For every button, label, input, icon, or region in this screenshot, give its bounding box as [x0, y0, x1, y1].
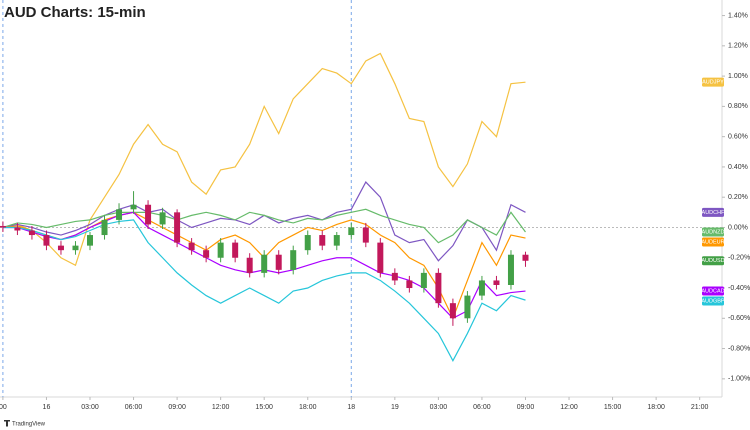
legend-tag — [702, 237, 724, 247]
y-tick-label: 0.60% — [728, 134, 748, 141]
candle-body — [101, 219, 108, 236]
x-tick-label: 18 — [347, 404, 355, 411]
candle-body — [72, 245, 79, 251]
legend-tag — [702, 207, 724, 217]
legend-tag — [702, 227, 724, 237]
y-tick-label: 0.20% — [728, 194, 748, 201]
candle-body — [290, 250, 297, 270]
x-tick-label: 09:00 — [168, 404, 186, 411]
x-tick-label: 09:00 — [517, 404, 535, 411]
legend-label: AUDUSD — [701, 258, 724, 264]
y-tick-label: 1.40% — [728, 12, 748, 19]
candle-body — [159, 212, 166, 225]
series-line — [2, 219, 526, 362]
legend-label: AUDEUR — [701, 239, 724, 245]
y-tick-label: -0.60% — [728, 315, 750, 322]
candle-body — [87, 235, 93, 246]
candle-body — [493, 280, 500, 285]
legend-label: AUDNZD — [702, 229, 725, 235]
candle-body — [246, 257, 253, 273]
candle-body — [420, 272, 427, 289]
x-tick-label: 06:00 — [125, 404, 143, 411]
candle-body — [188, 242, 195, 251]
candle-body — [348, 227, 355, 236]
x-tick-label: 06:00 — [473, 404, 491, 411]
candle-body — [0, 225, 6, 228]
candle-body — [145, 204, 152, 225]
chart-title: AUD Charts: 15-min — [4, 4, 146, 21]
x-tick-label: 12:00 — [560, 404, 578, 411]
legend-tag — [702, 296, 724, 306]
y-tick-label: -0.20% — [728, 255, 750, 262]
candle-body — [362, 227, 369, 243]
legend-tag — [702, 286, 724, 296]
y-tick-label: -0.40% — [728, 285, 750, 292]
y-tick-label: 1.20% — [728, 43, 748, 50]
x-tick-label: 18:00 — [647, 404, 665, 411]
x-tick-label: 15:00 — [255, 404, 273, 411]
y-tick-label: -0.80% — [728, 345, 750, 352]
legend-label: AUDCHF — [702, 210, 726, 216]
candle-body — [232, 242, 239, 258]
candle-body — [435, 272, 442, 304]
legend-tag — [702, 77, 724, 87]
x-tick-label: 00 — [0, 404, 7, 411]
y-tick-label: 0.00% — [728, 224, 748, 231]
footer: TradingView — [12, 422, 46, 428]
candle-body — [28, 230, 35, 236]
logo-icon — [4, 420, 10, 427]
candle-body — [14, 227, 21, 231]
candle-body — [478, 280, 485, 296]
candle-body — [174, 212, 181, 243]
candle-body — [377, 242, 384, 273]
candle-body — [43, 235, 50, 246]
x-tick-label: 03:00 — [81, 404, 99, 411]
legend-label: AUDCAD — [701, 288, 724, 294]
x-tick-label: 16 — [43, 404, 51, 411]
candle-body — [261, 254, 268, 273]
candle-body — [130, 204, 137, 210]
x-tick-label: 21:00 — [691, 404, 709, 411]
x-tick-label: 19 — [391, 404, 399, 411]
legend-label: AUDGBP — [701, 298, 725, 304]
x-tick-label: 15:00 — [604, 404, 622, 411]
y-tick-label: 1.00% — [728, 73, 748, 80]
candle-body — [522, 254, 529, 261]
y-tick-label: -1.00% — [728, 376, 750, 383]
candle-body — [304, 235, 311, 251]
candle-body — [217, 242, 224, 258]
x-tick-label: 12:00 — [212, 404, 230, 411]
x-tick-label: 03:00 — [430, 404, 448, 411]
y-tick-label: 0.80% — [728, 103, 748, 110]
candle-body — [275, 254, 282, 270]
series-line — [2, 208, 526, 244]
candle-body — [507, 254, 514, 285]
y-tick-label: 0.40% — [728, 164, 748, 171]
candle-body — [116, 209, 123, 220]
x-tick-label: 18:00 — [299, 404, 317, 411]
candle-body — [57, 245, 64, 251]
candle-body — [391, 272, 398, 281]
legend-label: AUDJPY — [702, 80, 724, 86]
candle-body — [333, 235, 340, 246]
candle-body — [203, 250, 210, 258]
candle-body — [449, 303, 456, 319]
legend-tag — [702, 256, 724, 266]
candle-body — [319, 235, 326, 246]
candle-body — [464, 295, 471, 319]
candle-body — [406, 280, 413, 289]
